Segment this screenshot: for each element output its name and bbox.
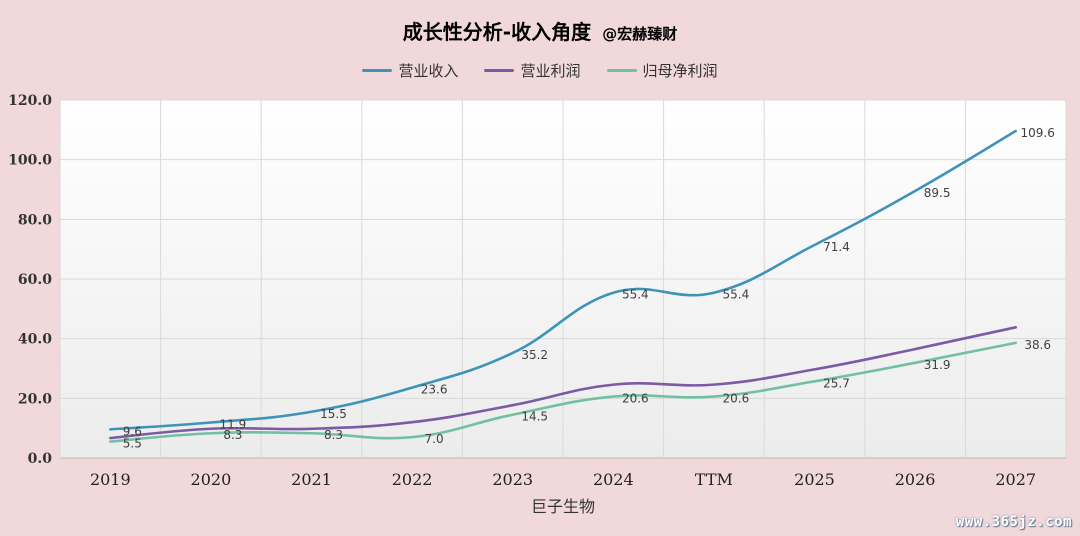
chart-title: 成长性分析-收入角度 @宏赫臻财 (0, 16, 1080, 45)
data-label: 89.5 (924, 186, 951, 200)
y-tick-label: 80.0 (18, 212, 52, 228)
data-label: 31.9 (924, 358, 951, 372)
legend-swatch (484, 69, 515, 72)
x-tick-label: 2024 (593, 470, 634, 489)
data-label: 55.4 (723, 288, 750, 302)
legend: 营业收入 营业利润 归母净利润 (0, 60, 1080, 81)
x-tick-label: 2026 (895, 470, 936, 489)
x-tick-label: 2027 (995, 470, 1036, 489)
data-label: 38.6 (1024, 338, 1051, 352)
data-label: 5.5 (123, 437, 142, 451)
chart-title-main: 成长性分析-收入角度 (402, 20, 592, 44)
data-label: 71.4 (823, 240, 850, 254)
y-tick-label: 100.0 (8, 153, 52, 169)
data-label: 23.6 (421, 383, 448, 397)
data-label: 14.5 (521, 410, 548, 424)
y-tick-label: 20.0 (18, 391, 52, 407)
legend-item: 归母净利润 (606, 60, 718, 81)
data-label: 35.2 (521, 348, 548, 362)
data-label: 11.9 (220, 417, 247, 431)
legend-item: 营业利润 (484, 60, 581, 81)
series-line (109, 341, 1017, 443)
watermark: www.365jz.com (955, 514, 1072, 530)
data-label: 8.3 (223, 428, 242, 442)
legend-label: 营业利润 (520, 62, 581, 80)
y-tick-label: 40.0 (18, 332, 52, 348)
data-label: 20.6 (622, 392, 649, 406)
x-tick-label: 2019 (90, 470, 131, 489)
data-label: 25.7 (823, 376, 850, 390)
data-label: 8.3 (324, 428, 343, 442)
data-label: 55.4 (622, 288, 649, 302)
y-tick-label: 120.0 (8, 93, 52, 109)
x-tick-label: 2021 (291, 470, 332, 489)
x-tick-label: 2022 (392, 470, 433, 489)
data-label: 9.6 (123, 424, 142, 438)
chart-subtitle: @宏赫臻财 (602, 25, 678, 43)
legend-swatch (362, 69, 393, 72)
data-label: 15.5 (320, 407, 347, 421)
x-tick-label: 2020 (191, 470, 232, 489)
x-tick-label: TTM (695, 470, 733, 489)
y-tick-label: 0.0 (28, 451, 53, 467)
series-line (109, 129, 1017, 431)
series-line (109, 326, 1017, 440)
x-tick-label: 2025 (794, 470, 835, 489)
legend-label: 营业收入 (398, 62, 459, 80)
x-tick-label: 2023 (492, 470, 533, 489)
x-axis-title: 巨子生物 (531, 497, 595, 516)
data-label: 20.6 (723, 392, 750, 406)
y-tick-label: 60.0 (18, 272, 52, 288)
legend-item: 营业收入 (362, 60, 458, 81)
legend-swatch (606, 69, 637, 72)
data-label: 109.6 (1021, 126, 1055, 140)
legend-label: 归母净利润 (642, 62, 718, 80)
data-label: 7.0 (425, 432, 444, 446)
